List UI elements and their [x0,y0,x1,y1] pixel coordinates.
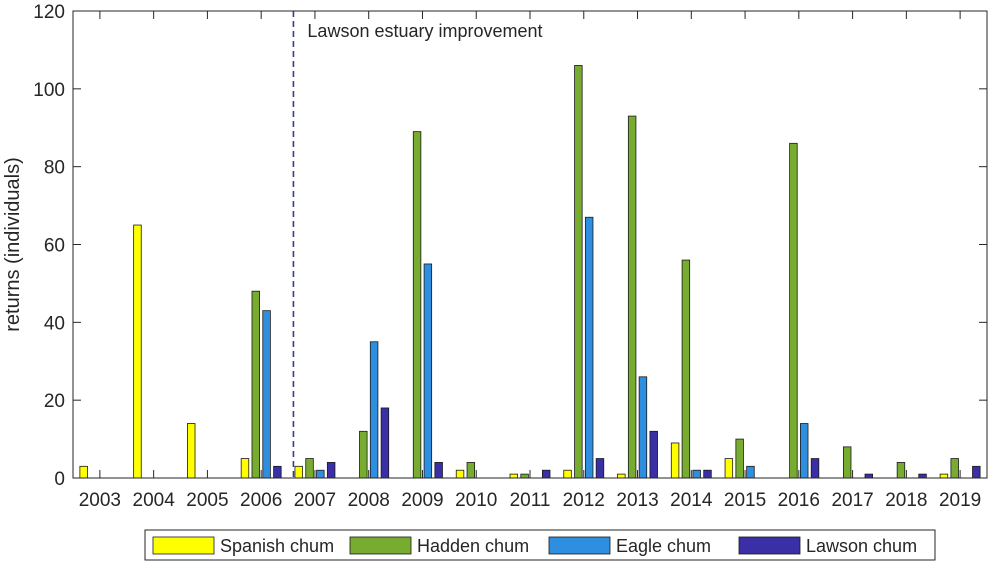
bar-spanish-chum-2003 [79,465,88,479]
bar-spanish-chum-2005 [187,423,196,479]
bar-lawson-chum-2009 [434,462,443,479]
bar-lawson-chum-2018 [918,473,927,479]
bar-eagle-chum-2006 [262,310,271,479]
bar-eagle-chum-2009 [423,263,433,479]
x-tick-label: 2005 [186,490,228,511]
bar-hadden-chum-2016 [789,142,798,479]
bar-lawson-chum-2016 [810,458,820,479]
x-tick-label: 2003 [79,490,121,511]
bar-lawson-chum-2017 [864,473,873,479]
bar-spanish-chum-2011 [509,473,518,479]
x-tick-label: 2014 [670,490,713,511]
bar-hadden-chum-2009 [412,131,422,479]
bar-eagle-chum-2016 [800,423,809,479]
legend-swatch-spanish-chum [152,536,215,555]
x-axis: 2003 2004 2005 2006 2007 2008 2009 2010 2011 2012… [79,11,981,511]
bar-lawson-chum-2013 [649,430,658,479]
bar-hadden-chum-2019 [950,458,959,479]
y-tick-label: 120 [33,2,65,23]
x-tick-label: 2010 [455,490,497,511]
bar-hadden-chum-2013 [627,115,637,479]
legend-label-hadden-chum: Hadden chum [417,536,529,556]
y-tick-label: 100 [33,80,65,101]
bar-lawson-chum-2007 [326,462,336,479]
x-tick-label: 2009 [401,490,443,511]
bar-lawson-chum-2014 [703,469,712,479]
y-axis: 0 20 40 60 80 100 120 [33,2,987,490]
x-tick-label: 2012 [563,490,605,511]
bar-eagle-chum-2007 [316,469,325,479]
bar-hadden-chum-2015 [735,438,744,479]
bar-eagle-chum-2012 [584,216,594,479]
legend-swatch-hadden-chum [349,536,412,555]
y-tick-label: 60 [44,236,65,257]
x-tick-label: 2004 [133,490,176,511]
bar-spanish-chum-2012 [563,469,572,479]
bar-spanish-chum-2007 [294,465,303,479]
y-tick-label: 20 [44,391,65,412]
y-tick-label: 80 [44,158,65,179]
x-tick-label: 2013 [616,490,658,511]
bar-spanish-chum-2004 [133,224,142,479]
annotation-group: Lawson estuary improvement [292,11,543,478]
bar-hadden-chum-2018 [896,462,906,479]
bar-hadden-chum-2007 [305,458,314,479]
bar-hadden-chum-2006 [251,290,260,479]
x-tick-label: 2016 [778,490,820,511]
bar-series-group [79,65,981,479]
bar-lawson-chum-2019 [972,465,981,479]
bar-eagle-chum-2013 [638,376,648,479]
bar-eagle-chum-2008 [369,341,379,479]
x-tick-label: 2015 [724,490,766,511]
bar-hadden-chum-2014 [681,259,691,479]
x-tick-label: 2018 [885,490,927,511]
x-tick-label: 2011 [510,490,551,511]
plot-frame [72,10,988,479]
bar-eagle-chum-2014 [692,469,701,479]
bar-spanish-chum-2013 [617,473,626,479]
legend-swatch-lawson-chum [738,536,801,555]
bar-spanish-chum-2019 [939,473,949,479]
x-tick-label: 2019 [939,490,981,511]
bar-spanish-chum-2010 [455,469,465,479]
legend-box [144,529,936,561]
bar-hadden-chum-2011 [520,473,529,479]
y-axis-label: returns (individuals) [2,157,24,332]
bar-spanish-chum-2006 [240,458,250,479]
bar-spanish-chum-2014 [670,442,680,479]
bar-hadden-chum-2012 [574,65,583,479]
bar-spanish-chum-2015 [724,458,734,479]
bar-lawson-chum-2012 [595,458,605,479]
bar-hadden-chum-2008 [359,430,368,479]
bar-lawson-chum-2008 [380,407,390,479]
x-tick-label: 2006 [240,490,282,511]
legend-swatch-eagle-chum [548,536,611,555]
x-tick-label: 2008 [348,490,390,511]
bar-hadden-chum-2017 [842,446,852,479]
legend: Spanish chum Hadden chum Eagle chum Lawson … [144,529,936,561]
y-tick-label: 40 [44,313,65,334]
x-tick-label: 2017 [831,490,873,511]
bar-hadden-chum-2010 [466,462,476,479]
legend-label-spanish-chum: Spanish chum [220,536,334,556]
annotation-label: Lawson estuary improvement [307,21,542,41]
bar-eagle-chum-2015 [746,465,755,479]
legend-label-lawson-chum: Lawson chum [806,536,917,556]
bar-lawson-chum-2006 [273,465,282,479]
y-tick-label: 0 [54,469,65,490]
legend-label-eagle-chum: Eagle chum [616,536,711,556]
x-tick-label: 2007 [294,490,336,511]
bar-lawson-chum-2011 [542,469,551,479]
